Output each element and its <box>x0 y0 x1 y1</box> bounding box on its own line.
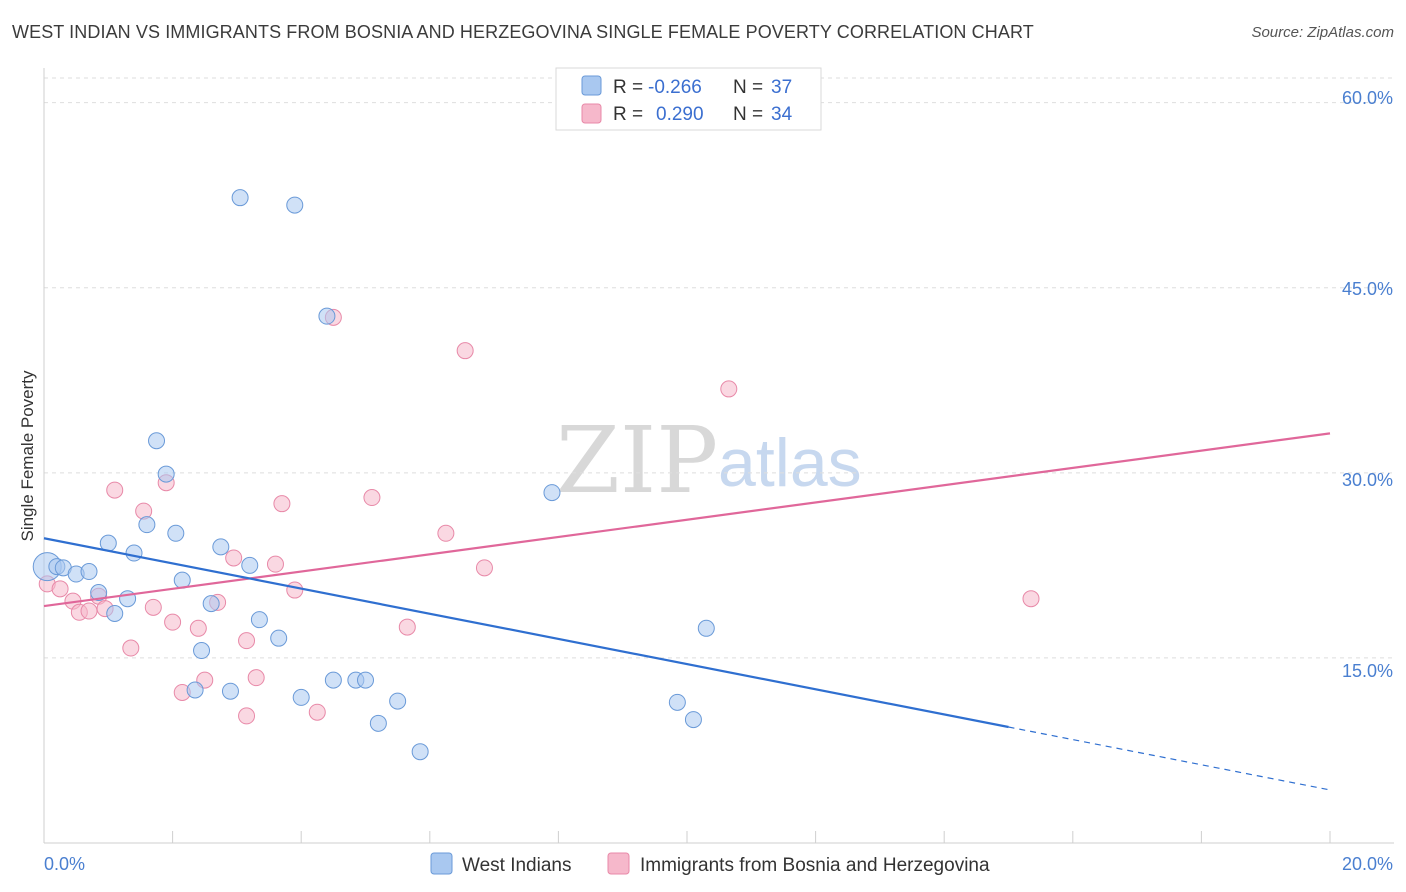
bosnia-point-1 <box>51 580 69 598</box>
west-indians-point-4 <box>80 563 98 581</box>
west-indians-point-21 <box>241 556 259 574</box>
correlation-legend: R = -0.266 N = 37 R = 0.290 N = 34 <box>555 67 822 131</box>
bosnia-point-20 <box>247 669 265 687</box>
bosnia-point-30 <box>475 559 493 577</box>
west-indians-point-22 <box>250 611 268 629</box>
bosnia-point-24 <box>308 703 326 721</box>
west-indians-point-5 <box>90 584 108 602</box>
bosnia-point-22 <box>273 495 291 513</box>
west-indians-point-31 <box>389 692 407 710</box>
bosnia-trend-line <box>43 432 1331 608</box>
bosnia-point-29 <box>456 342 474 360</box>
west-indians-point-9 <box>125 544 143 562</box>
legend-n-label-blue: N = <box>733 77 763 98</box>
legend-r-value-pink: 0.290 <box>656 104 704 125</box>
bosnia-point-19 <box>238 632 256 650</box>
chart-title: WEST INDIAN VS IMMIGRANTS FROM BOSNIA AN… <box>12 22 1034 42</box>
series-legend: West Indians Immigrants from Bosnia and … <box>430 852 990 876</box>
west-indians-point-13 <box>167 524 185 542</box>
y-tick-label-45: 45.0% <box>1342 279 1393 299</box>
bosnia-point-18 <box>238 707 256 725</box>
west-indians-point-34 <box>668 693 686 711</box>
bosnia-point-14 <box>189 619 207 637</box>
west-indians-point-17 <box>202 595 220 613</box>
x-axis-ticks <box>43 831 1331 843</box>
bosnia-point-12 <box>164 613 182 631</box>
legend-r-label-blue: R = <box>613 77 643 98</box>
y-tick-label-30: 30.0% <box>1342 470 1393 490</box>
west-indians-point-19 <box>221 682 239 700</box>
legend-swatch-pink <box>581 103 602 124</box>
west-indians-point-11 <box>148 432 166 450</box>
bosnia-point-23 <box>286 581 304 599</box>
legend-n-value-pink: 34 <box>771 104 793 125</box>
watermark-atlas: atlas <box>718 425 862 501</box>
west-indians-point-36 <box>697 619 715 637</box>
bosnia-point-17 <box>225 549 243 567</box>
west-indians-point-20 <box>231 189 249 207</box>
west-indians-point-32 <box>411 743 429 761</box>
bottom-legend-swatch-bosnia <box>607 852 630 875</box>
west-indians-trend-extension <box>1008 726 1331 791</box>
west-indians-trend-line <box>43 537 1009 729</box>
legend-n-label-pink: N = <box>733 104 763 125</box>
legend-n-value-blue: 37 <box>771 77 792 98</box>
series-bosnia-points <box>38 308 1040 725</box>
trend-lines <box>43 432 1331 791</box>
series-west-indians-points <box>32 189 715 761</box>
west-indians-point-18 <box>212 538 230 556</box>
west-indians-point-16 <box>193 642 211 660</box>
bosnia-point-32 <box>1022 590 1040 608</box>
west-indians-point-10 <box>138 516 156 534</box>
bosnia-point-26 <box>363 489 381 507</box>
watermark-zip: ZIP <box>556 407 718 514</box>
west-indians-point-35 <box>684 711 702 729</box>
west-indians-point-15 <box>186 681 204 699</box>
legend-r-value-blue: -0.266 <box>648 77 702 98</box>
bosnia-point-8 <box>122 639 140 657</box>
bosnia-point-28 <box>437 524 455 542</box>
bosnia-point-31 <box>720 380 738 398</box>
bottom-legend-label-west-indians: West Indians <box>462 855 571 876</box>
west-indians-point-30 <box>369 714 387 732</box>
bottom-legend-swatch-west-indians <box>430 852 453 875</box>
west-indians-point-29 <box>357 671 374 689</box>
bosnia-point-27 <box>398 618 416 636</box>
source-credit: Source: ZipAtlas.com <box>1251 24 1394 41</box>
y-tick-label-15: 15.0% <box>1342 661 1393 681</box>
west-indians-point-26 <box>318 307 336 325</box>
west-indians-point-24 <box>286 196 304 214</box>
y-axis-label: Single Female Poverty <box>18 370 37 542</box>
west-indians-point-23 <box>270 629 288 647</box>
legend-swatch-blue <box>581 75 602 96</box>
x-tick-label-0: 0.0% <box>44 854 85 874</box>
bosnia-point-7 <box>106 481 124 499</box>
bosnia-point-21 <box>266 555 284 573</box>
west-indians-point-33 <box>543 484 561 502</box>
y-tick-label-60: 60.0% <box>1342 88 1393 108</box>
bosnia-point-4 <box>80 602 98 620</box>
west-indians-point-27 <box>324 671 342 689</box>
west-indians-point-12 <box>157 465 175 483</box>
west-indians-point-7 <box>106 605 124 622</box>
west-indians-point-25 <box>292 688 310 706</box>
legend-r-label-pink: R = <box>613 104 643 125</box>
bottom-legend-label-bosnia: Immigrants from Bosnia and Herzegovina <box>640 855 990 876</box>
x-tick-label-20: 20.0% <box>1342 854 1393 874</box>
bosnia-point-10 <box>144 598 162 616</box>
